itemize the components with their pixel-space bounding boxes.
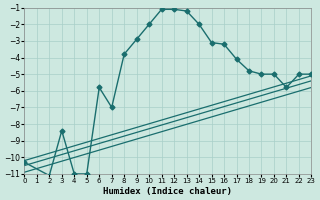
- X-axis label: Humidex (Indice chaleur): Humidex (Indice chaleur): [103, 187, 232, 196]
